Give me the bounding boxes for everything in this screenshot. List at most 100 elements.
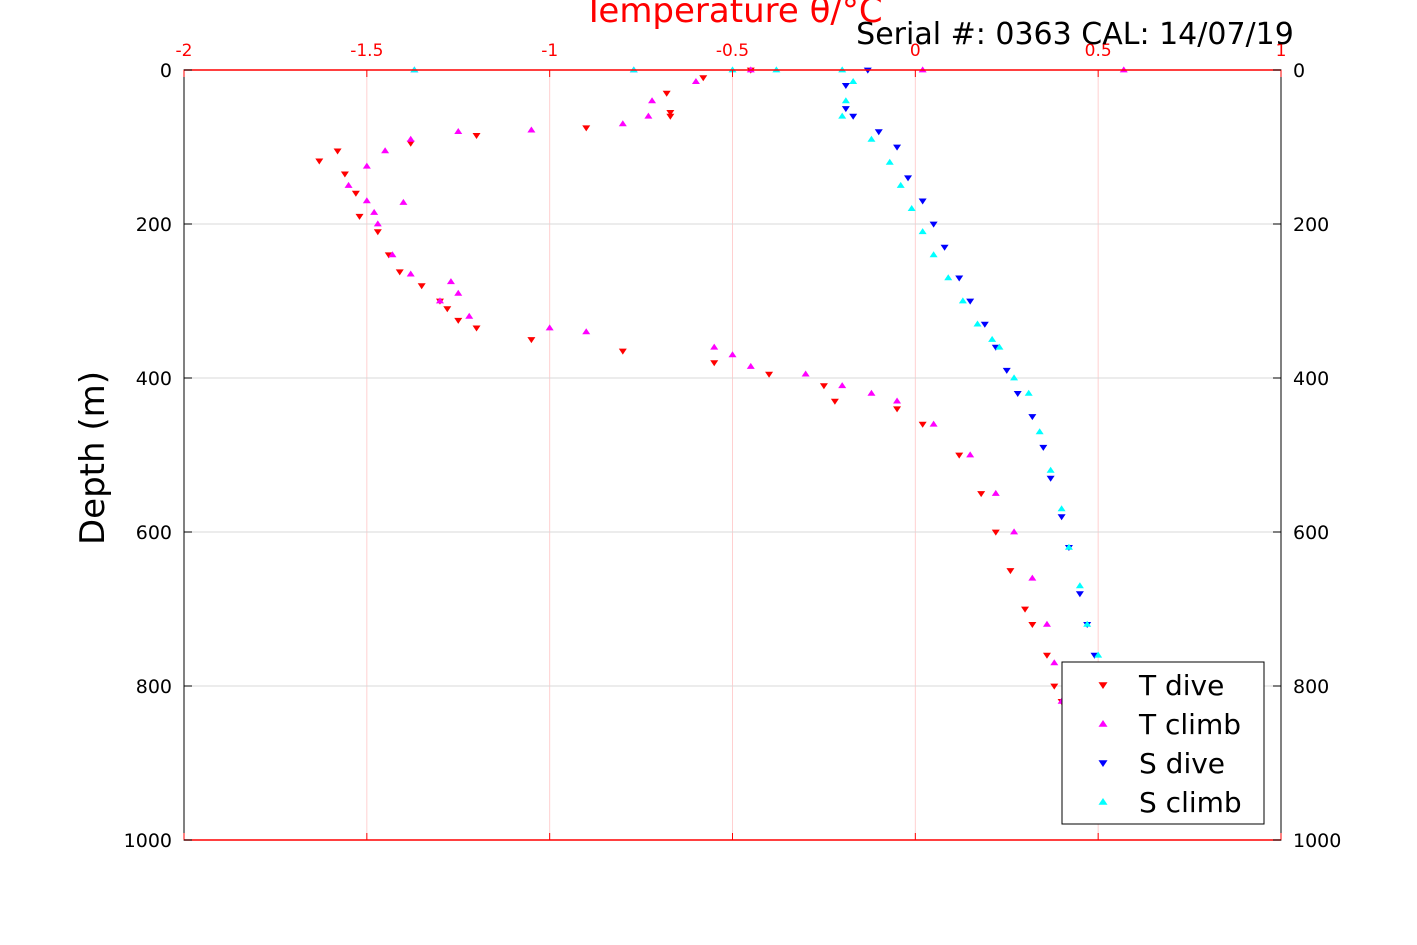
data-point <box>841 83 850 89</box>
data-point <box>454 128 463 134</box>
data-point <box>1039 444 1048 451</box>
data-point <box>893 397 902 404</box>
legend-label: S dive <box>1139 747 1225 780</box>
y-tick-label-right: 1000 <box>1293 830 1341 852</box>
data-point <box>765 371 774 378</box>
data-point <box>849 113 858 120</box>
data-point <box>333 148 342 155</box>
data-point <box>991 529 1000 536</box>
data-point <box>691 77 700 84</box>
data-point <box>362 197 371 204</box>
data-point <box>896 181 905 188</box>
data-point <box>355 213 364 220</box>
data-point <box>955 275 964 282</box>
y-tick-label: 400 <box>136 368 172 390</box>
data-point <box>362 162 371 169</box>
legend: T dive T climb S dive S climb <box>1061 661 1265 825</box>
data-point <box>1046 466 1055 473</box>
data-point <box>545 324 554 331</box>
data-point <box>966 298 975 305</box>
data-point <box>399 198 408 205</box>
y-tick-label-right: 200 <box>1293 214 1329 236</box>
data-point <box>838 382 847 389</box>
data-point <box>728 351 737 358</box>
data-layer <box>315 66 1128 705</box>
data-point <box>406 140 415 147</box>
data-point <box>1064 543 1073 550</box>
data-point <box>417 283 426 290</box>
data-point <box>988 335 997 342</box>
serial-cal-label: Serial #: 0363 CAL: 14/07/19 <box>856 17 1294 52</box>
data-point <box>1028 574 1037 581</box>
data-point <box>395 269 404 276</box>
y-tick-label: 0 <box>160 60 172 82</box>
x-tick-label: -1 <box>541 41 558 61</box>
y-tick-label-right: 400 <box>1293 368 1329 390</box>
data-point <box>1028 622 1037 628</box>
data-point <box>1050 683 1059 690</box>
data-point <box>710 360 719 367</box>
data-point <box>370 208 379 215</box>
data-point <box>1075 582 1084 589</box>
data-point <box>1050 659 1059 666</box>
data-point <box>1057 514 1066 521</box>
data-point <box>446 278 455 285</box>
data-point <box>940 244 949 251</box>
data-point <box>929 221 938 228</box>
x-tick-label: 0 <box>910 41 921 61</box>
x-tick-label: 0.5 <box>1085 41 1112 61</box>
data-point <box>344 181 353 188</box>
data-point <box>801 370 810 377</box>
data-point <box>1057 505 1066 512</box>
data-point <box>1006 568 1015 575</box>
series-t-climb <box>344 66 1128 704</box>
x-tick-label: -2 <box>176 41 193 61</box>
data-point <box>406 270 415 277</box>
data-point <box>435 297 444 304</box>
data-point <box>918 198 927 205</box>
data-point <box>465 312 474 319</box>
data-point <box>1002 367 1011 374</box>
data-point <box>454 317 463 324</box>
data-point <box>472 133 481 140</box>
data-point <box>373 220 382 227</box>
data-point <box>867 135 876 142</box>
data-point <box>1083 620 1092 627</box>
data-point <box>966 451 975 458</box>
data-point <box>373 229 382 236</box>
series-s-dive <box>841 67 1099 659</box>
x-tick-label: -1.5 <box>350 41 383 61</box>
legend-marker <box>1098 760 1108 768</box>
data-point <box>582 125 591 132</box>
data-point <box>472 325 481 332</box>
data-point <box>315 158 324 165</box>
data-point <box>819 383 828 390</box>
data-point <box>1028 414 1037 421</box>
data-point <box>977 491 986 498</box>
data-point <box>699 75 708 82</box>
data-point <box>904 175 913 182</box>
y-tick-label-right: 600 <box>1293 522 1329 544</box>
data-point <box>830 398 839 405</box>
data-point <box>980 321 989 328</box>
data-point <box>527 337 536 344</box>
y-tick-label: 1000 <box>124 830 172 852</box>
y-tick-label-right: 0 <box>1293 60 1305 82</box>
data-point <box>1010 374 1019 381</box>
legend-label: T dive <box>1138 669 1224 702</box>
data-point <box>351 190 360 197</box>
data-point <box>929 251 938 258</box>
data-point <box>867 389 876 396</box>
legend-marker <box>1098 682 1108 690</box>
data-point <box>944 274 953 281</box>
data-point <box>1035 428 1044 435</box>
data-point <box>874 129 883 136</box>
data-point <box>929 420 938 427</box>
x-tick-label: -0.5 <box>716 41 749 61</box>
y-tick-label-right: 800 <box>1293 676 1329 698</box>
data-point <box>666 113 675 120</box>
data-point <box>1024 389 1033 396</box>
data-point <box>838 112 847 119</box>
y-tick-label: 600 <box>136 522 172 544</box>
